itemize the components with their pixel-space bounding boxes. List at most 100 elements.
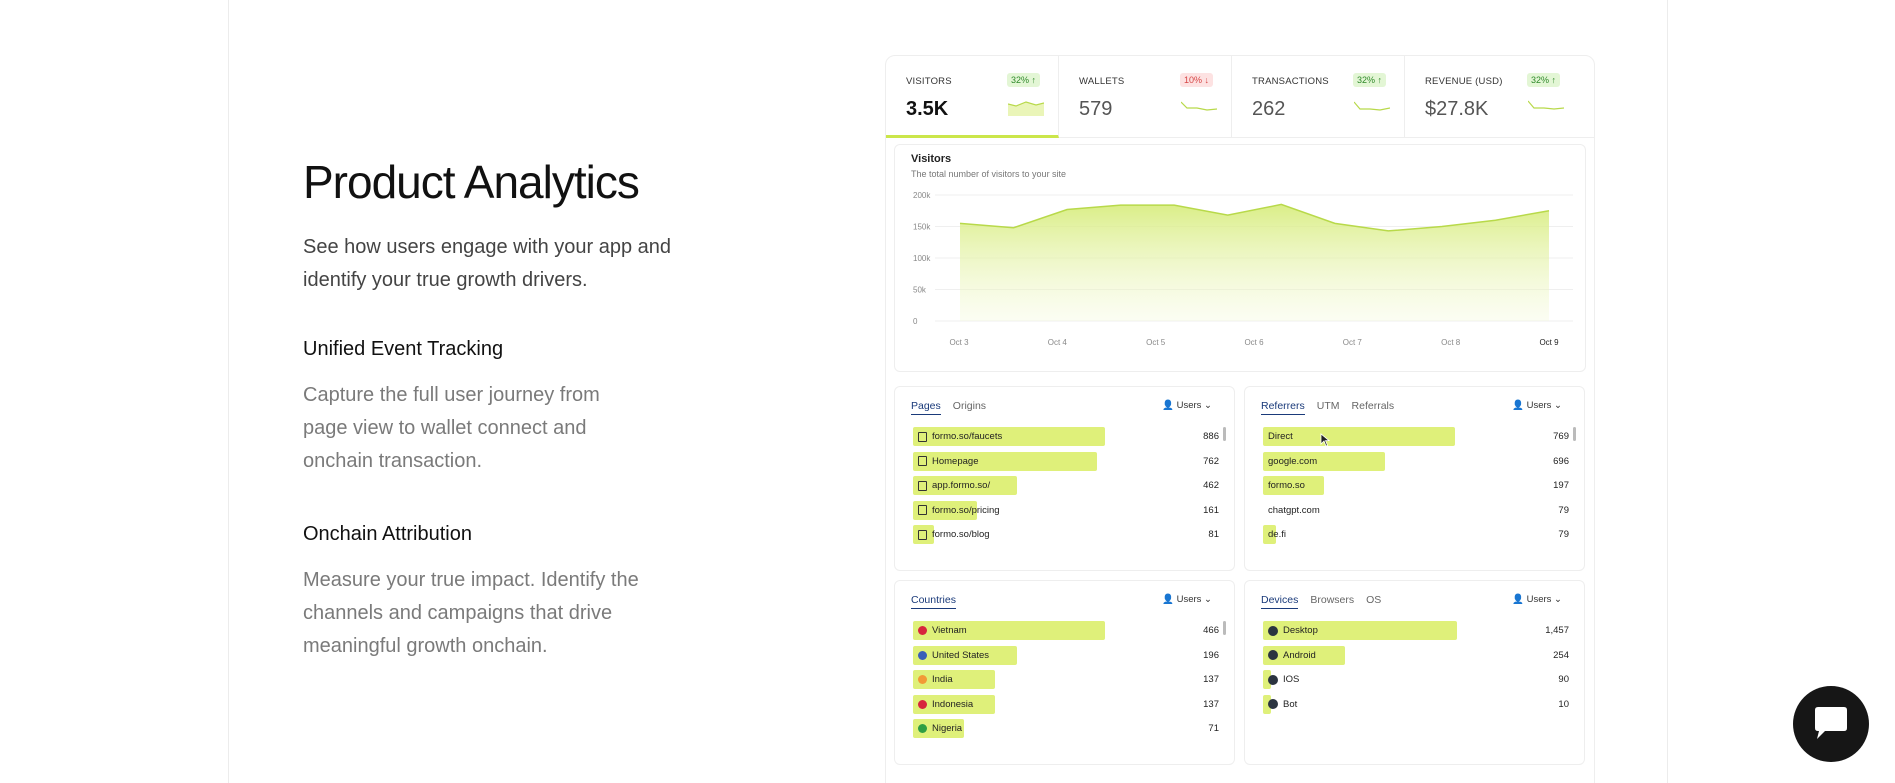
- stat-revenue[interactable]: REVENUE (USD) 32% ↑ $27.8K: [1405, 56, 1578, 138]
- list-item[interactable]: Indonesia 137: [913, 694, 1219, 716]
- list-item[interactable]: formo.so/blog 81: [913, 525, 1219, 546]
- sparkline-icon: [1181, 101, 1217, 111]
- flag-icon: [918, 699, 927, 709]
- delta-badge: 32% ↑: [1006, 73, 1040, 87]
- list-item[interactable]: formo.so 197: [1263, 476, 1569, 497]
- stats-bar: VISITORS 32% ↑ 3.5K WALLETS 10% ↓ 579 TR…: [886, 56, 1594, 138]
- cursor-icon: [1320, 433, 1330, 447]
- chat-button[interactable]: [1793, 686, 1869, 762]
- stat-wallets[interactable]: WALLETS 10% ↓ 579: [1059, 56, 1232, 138]
- row-label: de.fi: [1268, 529, 1286, 540]
- panel-tabs: Countries: [911, 594, 956, 609]
- tab-browsers[interactable]: Browsers: [1310, 594, 1355, 606]
- list-item[interactable]: formo.so/faucets 886: [913, 427, 1219, 448]
- metric-selector[interactable]: 👤 Users ⌄: [1512, 400, 1562, 411]
- list-item[interactable]: Bot 10: [1263, 694, 1569, 716]
- list-item[interactable]: app.formo.so/462: [913, 476, 1219, 497]
- row-label-text: IOS: [1283, 674, 1300, 685]
- feature-onchain-attribution: Onchain Attribution Measure your true im…: [303, 523, 723, 663]
- panel-countries: Countries 👤 Users ⌄ Vietnam 466 United Sta…: [894, 580, 1235, 765]
- sparkline-icon: [1354, 101, 1390, 111]
- list-item[interactable]: United States 196: [913, 645, 1219, 667]
- list-item[interactable]: formo.so/pricing 161: [913, 500, 1219, 522]
- page-icon: [918, 529, 927, 540]
- list-item[interactable]: Desktop 1,457: [1263, 621, 1569, 642]
- list-item[interactable]: Vietnam 466: [913, 621, 1219, 642]
- row-label: Vietnam: [918, 625, 967, 636]
- x-tick-label: Oct 4: [1048, 338, 1068, 347]
- scrollbar[interactable]: [1573, 427, 1576, 441]
- x-tick-label: Oct 8: [1441, 338, 1461, 347]
- value-bar: [1263, 476, 1324, 495]
- metric-label: Users: [1176, 400, 1202, 411]
- tab-origins[interactable]: Origins: [952, 400, 987, 412]
- metric-selector[interactable]: 👤 Users ⌄: [1162, 400, 1212, 411]
- row-label-text: Bot: [1283, 698, 1298, 710]
- tab-referrals[interactable]: Referrals: [1351, 400, 1395, 412]
- row-value: 137: [1203, 698, 1219, 710]
- x-tick-label: Oct 5: [1146, 338, 1166, 347]
- delta-badge: 32% ↑: [1526, 73, 1560, 87]
- list-item[interactable]: India 137: [913, 670, 1219, 691]
- row-value: 462: [1203, 480, 1219, 491]
- stat-label: VISITORS: [906, 76, 952, 87]
- panel-tabs: Referrers UTM Referrals: [1261, 400, 1394, 415]
- row-label: Homepage: [918, 456, 978, 467]
- stat-value: 262: [1252, 98, 1286, 120]
- visitors-chart: Visitors The total number of visitors to…: [894, 144, 1586, 372]
- list-item[interactable]: chatgpt.com 79: [1263, 501, 1569, 522]
- tab-os[interactable]: OS: [1366, 594, 1382, 606]
- row-label: Desktop: [1268, 625, 1318, 636]
- tab-referrers[interactable]: Referrers: [1261, 400, 1305, 415]
- tab-utm[interactable]: UTM: [1316, 400, 1340, 412]
- device-icon: [1268, 625, 1278, 636]
- row-label-text: formo.so/blog: [932, 529, 990, 540]
- row-value: 886: [1203, 431, 1219, 442]
- flag-icon: [918, 626, 927, 635]
- row-label-text: chatgpt.com: [1268, 504, 1320, 516]
- row-label-text: formo.so: [1268, 480, 1305, 491]
- row-label-text: Direct: [1268, 431, 1293, 442]
- tab-devices[interactable]: Devices: [1261, 594, 1299, 609]
- feature-event-tracking: Unified Event Tracking Capture the full …: [303, 338, 723, 478]
- metric-selector[interactable]: 👤 Users ⌄: [1162, 594, 1212, 605]
- chat-bubble-icon: [1815, 707, 1847, 739]
- countries-list: Vietnam 466 United States 196 India 137 Indone…: [913, 621, 1219, 744]
- stat-transactions[interactable]: TRANSACTIONS 32% ↑ 262: [1232, 56, 1405, 138]
- x-tick-label: Oct 9: [1539, 338, 1559, 347]
- list-item[interactable]: Direct 769: [1263, 427, 1569, 448]
- scrollbar[interactable]: [1223, 427, 1226, 441]
- row-label: formo.so/blog: [918, 529, 990, 540]
- row-value: 196: [1203, 649, 1219, 661]
- scrollbar[interactable]: [1223, 621, 1226, 635]
- list-item[interactable]: Homepage 762: [913, 451, 1219, 473]
- row-label: Direct: [1268, 431, 1293, 442]
- stat-label: TRANSACTIONS: [1252, 76, 1329, 87]
- metric-label: Users: [1526, 594, 1552, 605]
- row-value: 79: [1558, 504, 1569, 516]
- list-item[interactable]: Nigeria 71: [913, 719, 1219, 740]
- y-tick-label: 200k: [913, 191, 931, 200]
- row-value: 71: [1208, 723, 1219, 734]
- row-value: 197: [1553, 480, 1569, 491]
- stat-visitors[interactable]: VISITORS 32% ↑ 3.5K: [886, 56, 1059, 138]
- visitors-area: [960, 204, 1549, 321]
- stat-label: WALLETS: [1079, 76, 1125, 87]
- row-label-text: formo.so/faucets: [932, 431, 1003, 442]
- flag-icon: [918, 675, 927, 684]
- row-value: 79: [1558, 529, 1569, 540]
- tab-countries[interactable]: Countries: [911, 594, 956, 609]
- list-item[interactable]: Android 254: [1263, 645, 1569, 667]
- list-item[interactable]: google.com 696: [1263, 451, 1569, 473]
- row-value: 1,457: [1545, 625, 1569, 636]
- list-item[interactable]: de.fi 79: [1263, 525, 1569, 546]
- metric-selector[interactable]: 👤 Users ⌄: [1512, 594, 1562, 605]
- stat-label: REVENUE (USD): [1425, 76, 1503, 87]
- value-bar: [913, 476, 1017, 495]
- list-item[interactable]: IOS 90: [1263, 670, 1569, 691]
- panel-pages: Pages Origins 👤 Users ⌄ formo.so/faucets 8…: [894, 386, 1235, 571]
- device-icon: [1268, 674, 1278, 685]
- row-label: google.com: [1268, 456, 1317, 467]
- tab-pages[interactable]: Pages: [911, 400, 941, 415]
- x-tick-label: Oct 7: [1343, 338, 1363, 347]
